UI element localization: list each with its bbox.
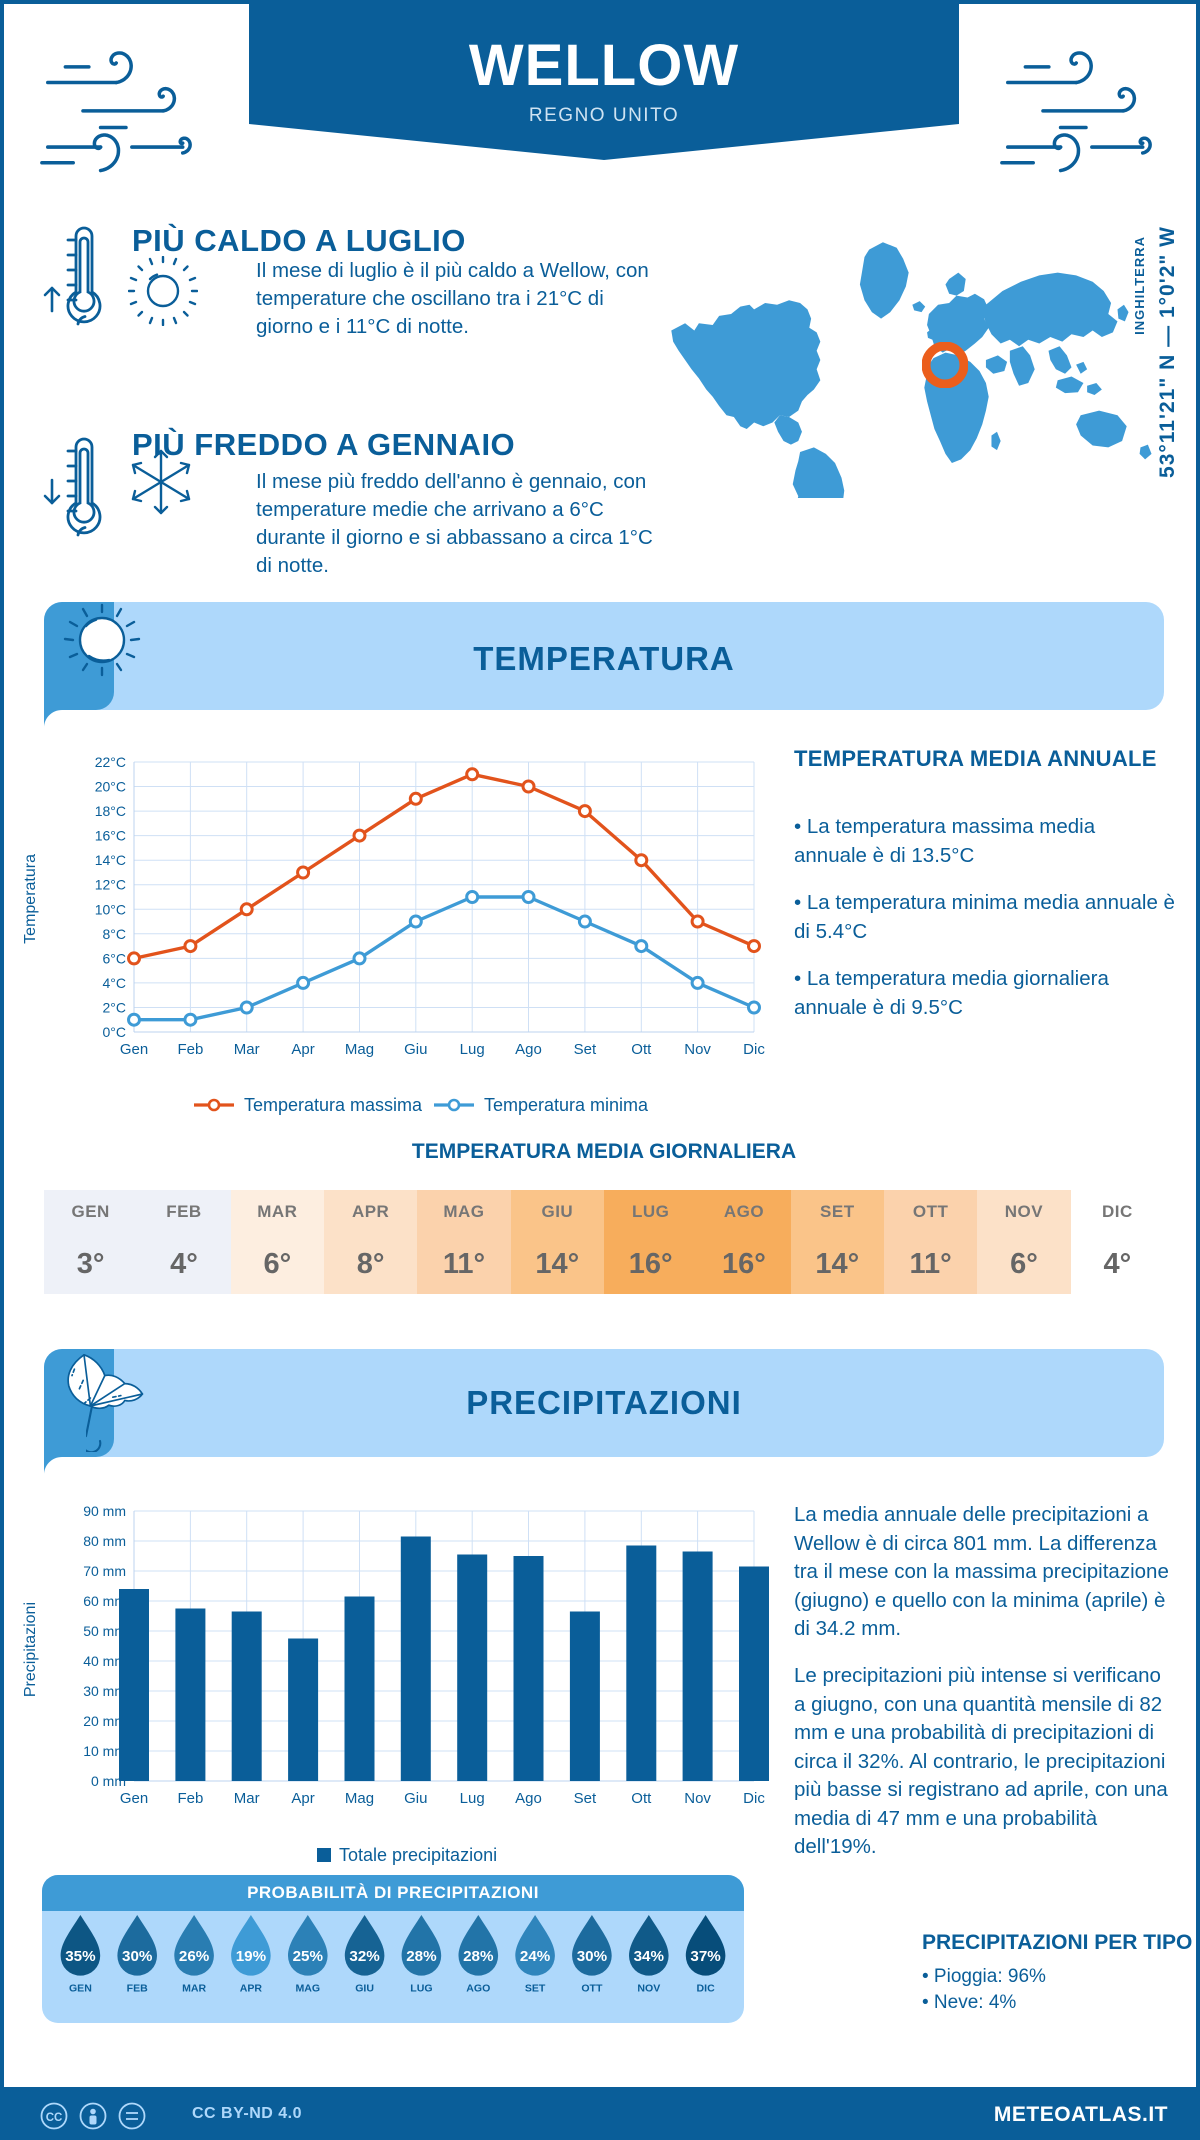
svg-text:Mag: Mag [345,1041,374,1058]
svg-text:0°C: 0°C [103,1024,127,1040]
svg-text:Lug: Lug [460,1041,485,1058]
svg-text:Ott: Ott [631,1790,652,1807]
svg-text:CC: CC [46,2112,63,2124]
svg-text:DIC: DIC [697,1983,716,1995]
svg-text:LUG: LUG [410,1983,432,1995]
svg-text:Temperatura massima: Temperatura massima [244,1095,423,1115]
svg-text:Apr: Apr [291,1790,314,1807]
svg-text:Ago: Ago [515,1790,542,1807]
svg-text:Mag: Mag [345,1790,374,1807]
svg-text:24%: 24% [520,1948,551,1965]
svg-text:MAG: MAG [295,1983,320,1995]
svg-text:37%: 37% [690,1948,721,1965]
svg-text:35%: 35% [65,1948,96,1965]
svg-text:90 mm: 90 mm [83,1503,126,1519]
svg-text:14°C: 14°C [95,852,126,868]
svg-text:80 mm: 80 mm [83,1533,126,1549]
svg-text:Nov: Nov [684,1790,711,1807]
svg-text:Mar: Mar [234,1041,260,1058]
svg-text:Mar: Mar [234,1790,260,1807]
svg-text:GIU: GIU [355,1983,374,1995]
svg-text:25%: 25% [293,1948,324,1965]
svg-text:26%: 26% [179,1948,210,1965]
svg-text:Set: Set [574,1041,597,1058]
svg-text:Dic: Dic [743,1041,765,1058]
svg-text:4°C: 4°C [103,975,127,991]
svg-text:Ott: Ott [631,1041,652,1058]
svg-text:MAR: MAR [182,1983,206,1995]
svg-text:Giu: Giu [404,1790,427,1807]
svg-text:12°C: 12°C [95,877,126,893]
svg-text:30%: 30% [577,1948,608,1965]
svg-text:Feb: Feb [177,1790,203,1807]
svg-text:Gen: Gen [120,1041,148,1058]
svg-text:22°C: 22°C [95,754,126,770]
svg-text:AGO: AGO [466,1983,490,1995]
svg-text:Apr: Apr [291,1041,314,1058]
svg-text:10°C: 10°C [95,901,126,917]
svg-text:28%: 28% [463,1948,494,1965]
svg-text:FEB: FEB [127,1983,148,1995]
svg-text:OTT: OTT [581,1983,603,1995]
svg-text:8°C: 8°C [103,926,127,942]
svg-text:20°C: 20°C [95,779,126,795]
svg-text:APR: APR [240,1983,263,1995]
svg-text:NOV: NOV [637,1983,660,1995]
svg-text:Ago: Ago [515,1041,542,1058]
svg-text:Gen: Gen [120,1790,148,1807]
svg-text:Feb: Feb [177,1041,203,1058]
svg-text:28%: 28% [406,1948,437,1965]
svg-text:Dic: Dic [743,1790,765,1807]
svg-text:18°C: 18°C [95,803,126,819]
svg-text:Set: Set [574,1790,597,1807]
svg-text:Giu: Giu [404,1041,427,1058]
svg-text:70 mm: 70 mm [83,1563,126,1579]
svg-text:Nov: Nov [684,1041,711,1058]
svg-text:Lug: Lug [460,1790,485,1807]
svg-text:34%: 34% [634,1948,665,1965]
svg-text:GEN: GEN [69,1983,92,1995]
svg-text:Totale precipitazioni: Totale precipitazioni [339,1845,497,1865]
svg-text:2°C: 2°C [103,1000,127,1016]
svg-text:Temperatura minima: Temperatura minima [484,1095,649,1115]
svg-text:SET: SET [525,1983,546,1995]
svg-text:32%: 32% [349,1948,380,1965]
svg-text:6°C: 6°C [103,950,127,966]
svg-text:16°C: 16°C [95,828,126,844]
svg-text:30%: 30% [122,1948,153,1965]
svg-text:19%: 19% [236,1948,267,1965]
